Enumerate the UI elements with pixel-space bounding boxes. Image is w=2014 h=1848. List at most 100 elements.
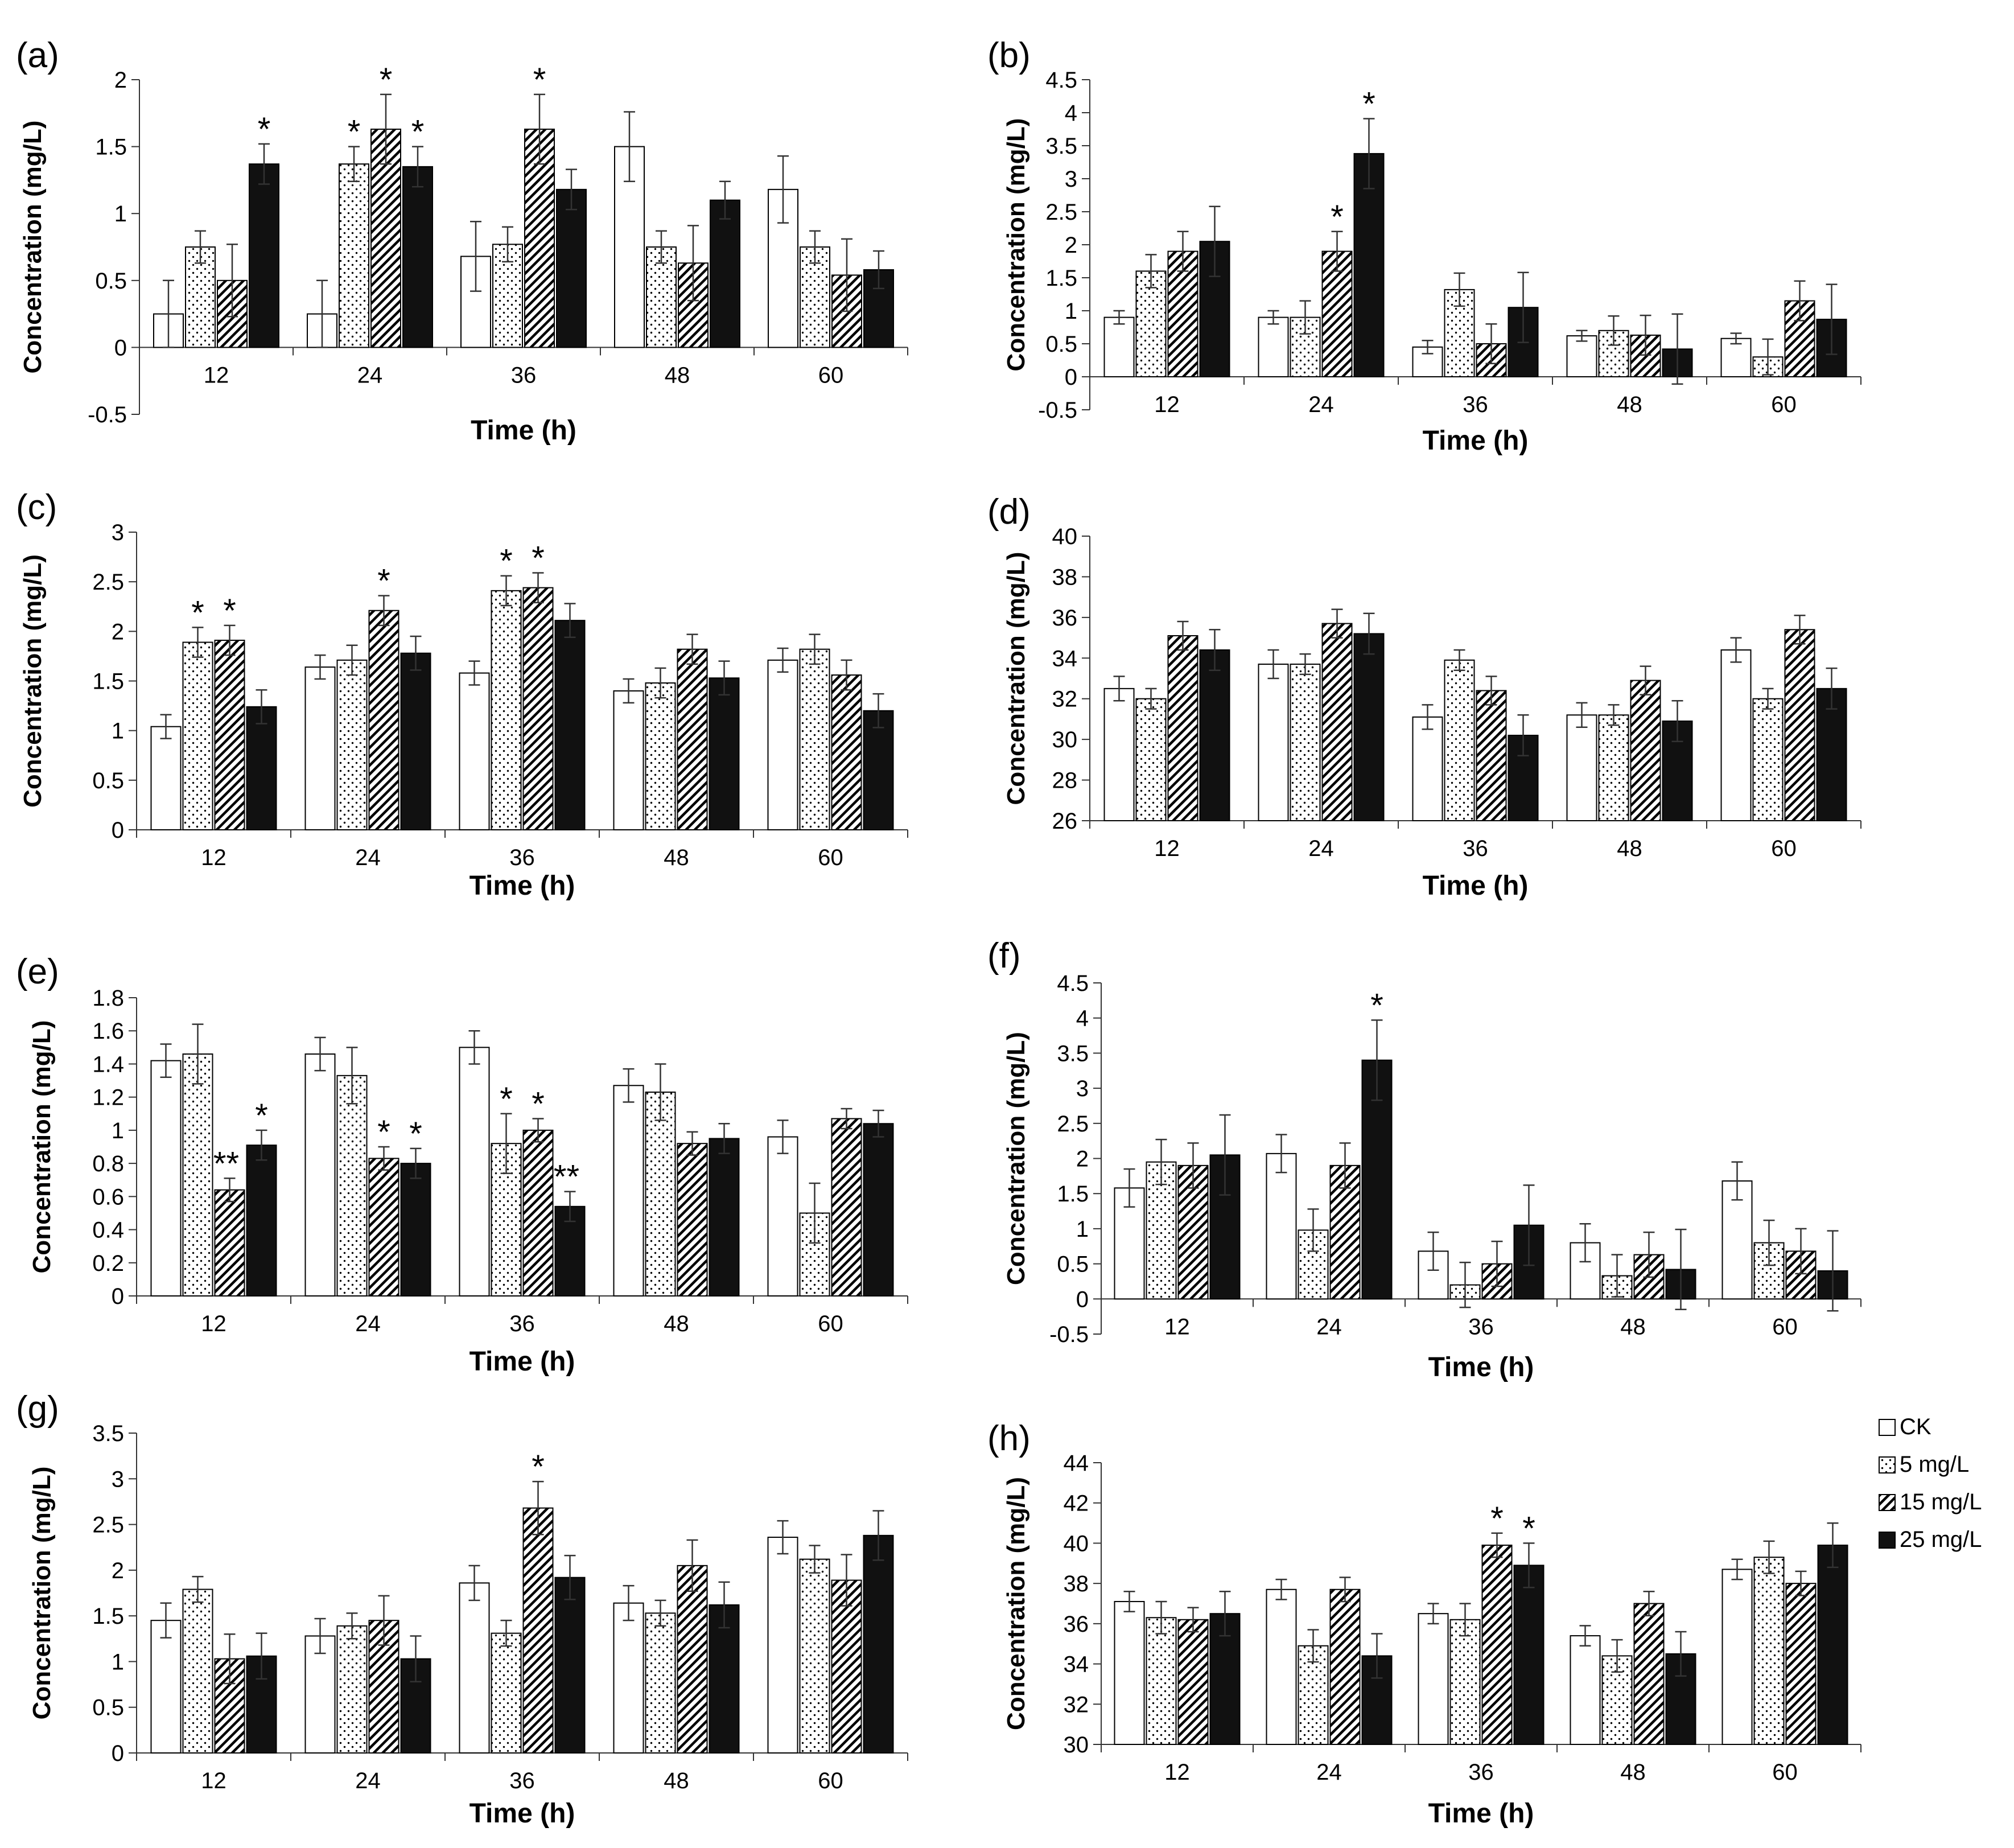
x-axis-label: Time (h) xyxy=(1423,871,1529,901)
bar-25mgl-12h xyxy=(246,1145,277,1297)
bar-ck-36h xyxy=(1418,1613,1449,1745)
legend-swatch-m25 xyxy=(1879,1532,1896,1549)
y-axis-label: Concentration (mg/L) xyxy=(1002,1477,1030,1730)
y-tick-label: 1.6 xyxy=(92,1019,124,1044)
y-tick-label: 2.5 xyxy=(92,1513,124,1538)
y-tick-label: 38 xyxy=(1064,1571,1089,1596)
bar-15mgl-48h xyxy=(677,1143,708,1297)
significance-star: * xyxy=(258,111,271,148)
x-tick-label: 12 xyxy=(1164,1760,1190,1785)
x-tick-label: 12 xyxy=(204,363,229,388)
y-tick-label: 0.4 xyxy=(92,1218,124,1243)
y-axis-label: Concentration (mg/L) xyxy=(28,1020,56,1274)
bar-ck-24h xyxy=(304,1635,336,1754)
bar-15mgl-12h xyxy=(1177,1619,1209,1745)
bar-5mgl-36h xyxy=(1444,659,1475,822)
legend: CK 5 mg/L 15 mg/L 25 mg/L xyxy=(1879,1414,1982,1552)
x-tick-label: 36 xyxy=(1468,1314,1494,1339)
y-tick-label: 0 xyxy=(1065,365,1077,390)
y-tick-label: 3 xyxy=(112,1467,124,1492)
x-tick-label: 48 xyxy=(664,845,689,870)
bar-ck-36h xyxy=(459,1047,490,1297)
bar-5mgl-12h xyxy=(1135,270,1167,377)
significance-star: * xyxy=(377,563,390,600)
y-tick-label: 1 xyxy=(112,719,124,744)
bar-25mgl-60h xyxy=(1816,319,1847,378)
bar-25mgl-36h xyxy=(556,188,587,348)
x-axis-label: Time (h) xyxy=(1423,426,1529,456)
x-tick-label: 24 xyxy=(357,363,383,388)
x-axis-label: Time (h) xyxy=(471,415,576,446)
x-tick-label: 12 xyxy=(201,1311,226,1336)
x-tick-label: 36 xyxy=(1463,392,1488,417)
significance-star: * xyxy=(191,594,204,631)
y-tick-label: 0 xyxy=(112,1741,124,1766)
bar-ck-24h xyxy=(304,666,336,831)
y-tick-label: -0.5 xyxy=(1049,1322,1089,1347)
y-axis-label: Concentration (mg/L) xyxy=(1002,118,1030,372)
bar-5mgl-12h xyxy=(182,1588,213,1754)
bar-ck-60h xyxy=(1720,649,1752,821)
bar-25mgl-24h xyxy=(402,166,433,348)
y-tick-label: -0.5 xyxy=(1038,398,1077,423)
y-axis-label: Concentration (mg/L) xyxy=(19,121,47,374)
bar-25mgl-60h xyxy=(1817,1544,1848,1746)
bar-ck-24h xyxy=(1258,316,1289,377)
bar-ck-48h xyxy=(1566,714,1597,822)
bar-5mgl-36h xyxy=(491,1632,522,1754)
y-tick-label: 0.5 xyxy=(92,1695,124,1721)
y-tick-label: 40 xyxy=(1052,524,1078,549)
bar-5mgl-48h xyxy=(1598,714,1629,822)
y-tick-label: 0 xyxy=(114,335,127,360)
panel-h: (h) 30 32 34 36 38 40 42 44 Concentration (mg/L) 1… xyxy=(987,1419,1861,1829)
x-tick-label: 36 xyxy=(509,845,535,870)
x-tick-label: 24 xyxy=(1316,1314,1342,1339)
bar-5mgl-48h xyxy=(645,1091,676,1297)
bar-ck-48h xyxy=(1566,335,1597,378)
y-tick-label: 0.5 xyxy=(92,768,124,793)
y-tick-label: 1.2 xyxy=(92,1085,124,1110)
y-tick-label: 4 xyxy=(1076,1006,1089,1031)
significance-star: * xyxy=(532,1448,545,1485)
y-tick-label: 0.5 xyxy=(1045,332,1077,357)
y-tick-label: 32 xyxy=(1052,687,1078,712)
significance-star: * xyxy=(411,114,425,151)
bar-15mgl-60h xyxy=(831,674,862,831)
y-tick-label: 3 xyxy=(1076,1076,1089,1101)
significance-star: * xyxy=(500,1081,513,1118)
bar-25mgl-48h xyxy=(709,1604,740,1754)
bar-ck-12h xyxy=(150,1620,182,1754)
bar-25mgl-48h xyxy=(710,199,740,348)
x-tick-label: 60 xyxy=(818,845,843,870)
significance-star: * xyxy=(532,540,545,577)
panel-label: (c) xyxy=(16,488,57,527)
bar-25mgl-48h xyxy=(709,1138,740,1297)
x-tick-label: 60 xyxy=(1772,1760,1798,1785)
bar-15mgl-48h xyxy=(1630,680,1661,821)
x-tick-label: 24 xyxy=(1316,1760,1342,1785)
bar-15mgl-24h xyxy=(1321,250,1353,377)
y-tick-label: 2 xyxy=(112,1558,124,1583)
bar-5mgl-48h xyxy=(645,682,676,831)
y-tick-label: 36 xyxy=(1064,1612,1089,1637)
x-tick-label: 36 xyxy=(1468,1760,1494,1785)
bar-15mgl-12h xyxy=(214,1189,245,1297)
y-tick-label: 1.5 xyxy=(1045,266,1077,291)
bar-5mgl-12h xyxy=(182,1053,213,1297)
x-tick-label: 60 xyxy=(1771,392,1797,417)
significance-star: * xyxy=(532,1086,545,1123)
y-tick-label: 1 xyxy=(112,1649,124,1674)
y-tick-label: 3.5 xyxy=(92,1421,124,1446)
y-tick-label: 34 xyxy=(1052,646,1078,671)
x-tick-label: 36 xyxy=(509,1311,535,1336)
bar-5mgl-60h xyxy=(1753,1557,1785,1745)
significance-star: * xyxy=(223,592,236,629)
y-tick-label: 2 xyxy=(112,619,124,644)
bar-5mgl-12h xyxy=(185,246,216,348)
y-tick-label: 0 xyxy=(112,1284,124,1309)
x-tick-label: 24 xyxy=(1308,836,1334,861)
bar-ck-24h xyxy=(1266,1588,1297,1745)
x-tick-label: 48 xyxy=(665,363,690,388)
bar-ck-60h xyxy=(1721,1569,1753,1745)
y-tick-label: 3.5 xyxy=(1045,134,1077,159)
